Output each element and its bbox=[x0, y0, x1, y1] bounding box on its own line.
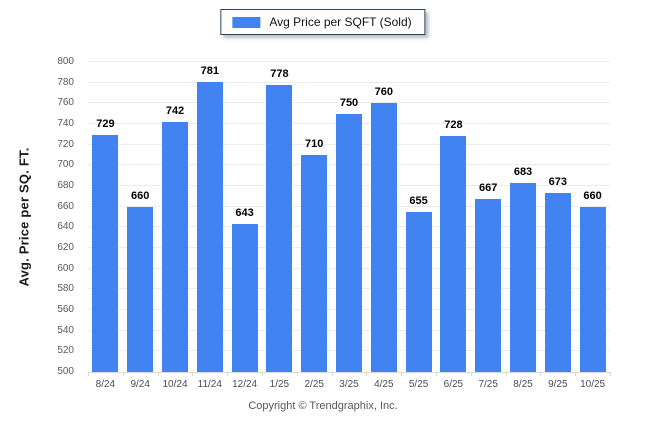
bar-value-label: 643 bbox=[235, 207, 254, 220]
gridline bbox=[88, 61, 610, 62]
y-tick-label: 640 bbox=[57, 221, 74, 233]
bar-value-label: 760 bbox=[374, 86, 393, 99]
bar-value-label: 667 bbox=[479, 182, 498, 195]
bar-2-25 bbox=[301, 155, 328, 372]
legend-swatch bbox=[232, 16, 261, 28]
y-tick-label: 520 bbox=[57, 345, 74, 357]
x-axis-tick bbox=[540, 372, 542, 376]
bar-value-label: 673 bbox=[548, 176, 567, 189]
y-tick-label: 740 bbox=[57, 118, 74, 129]
y-tick-label: 540 bbox=[57, 324, 74, 336]
bar-9-24 bbox=[127, 206, 154, 372]
x-axis-tick bbox=[88, 372, 89, 376]
x-axis-tick bbox=[296, 372, 298, 376]
x-axis-tick bbox=[331, 372, 333, 376]
legend: Avg Price per SQFT (Sold) bbox=[220, 9, 426, 35]
x-tick-label: 5/25 bbox=[408, 379, 429, 390]
x-axis-tick bbox=[505, 372, 507, 376]
bar-1-25 bbox=[266, 84, 293, 372]
y-tick-label: 620 bbox=[57, 242, 74, 253]
bar-7-25 bbox=[475, 199, 502, 372]
gridline bbox=[88, 102, 610, 104]
x-tick-label: 10/25 bbox=[580, 379, 606, 390]
y-tick-label: 760 bbox=[57, 97, 74, 109]
x-tick-label: 6/25 bbox=[443, 379, 464, 390]
bar-value-label: 781 bbox=[200, 64, 219, 77]
bar-value-label: 742 bbox=[165, 104, 185, 117]
x-tick-label: 9/25 bbox=[548, 379, 568, 390]
bar-10-24 bbox=[162, 121, 188, 372]
bar-11-24 bbox=[196, 81, 223, 372]
x-axis-tick bbox=[227, 372, 229, 376]
bar-6-25 bbox=[440, 136, 467, 372]
bar-value-label: 660 bbox=[583, 189, 602, 202]
bar-value-label: 710 bbox=[305, 138, 324, 150]
x-tick-label: 10/24 bbox=[162, 379, 188, 390]
bar-value-label: 729 bbox=[96, 118, 115, 131]
x-tick-label: 8/25 bbox=[513, 379, 533, 390]
x-tick-label: 1/25 bbox=[269, 379, 290, 390]
y-tick-label: 700 bbox=[57, 159, 74, 171]
y-axis-tick-labels: 500 520 540 560 580 600 620 640 660 680 700 720 740 7… bbox=[0, 57, 80, 377]
bar-value-label: 778 bbox=[270, 67, 289, 80]
bar-8-24 bbox=[92, 135, 119, 372]
bar-8-25 bbox=[510, 182, 536, 372]
x-tick-label: 3/25 bbox=[339, 379, 359, 390]
legend-label: Avg Price per SQFT (Sold) bbox=[269, 15, 412, 29]
x-axis-tick bbox=[157, 372, 159, 376]
x-axis-tick bbox=[610, 372, 611, 376]
x-tick-label: 9/24 bbox=[130, 379, 150, 390]
bar-12-24 bbox=[231, 224, 258, 372]
bar-value-label: 728 bbox=[444, 119, 463, 132]
y-tick-label: 560 bbox=[57, 304, 74, 315]
x-tick-label: 8/24 bbox=[95, 379, 116, 390]
y-tick-label: 600 bbox=[57, 262, 74, 274]
x-axis-tick bbox=[436, 372, 437, 376]
gridline bbox=[88, 81, 610, 83]
bar-5-25 bbox=[405, 211, 432, 372]
bar-4-25 bbox=[370, 103, 397, 372]
bar-9-25 bbox=[544, 193, 571, 372]
x-axis-tick bbox=[192, 372, 194, 376]
y-tick-label: 720 bbox=[57, 138, 74, 150]
y-tick-label: 580 bbox=[57, 283, 74, 295]
bar-3-25 bbox=[336, 113, 362, 372]
x-tick-label: 7/25 bbox=[478, 379, 498, 390]
x-axis-tick bbox=[575, 372, 577, 376]
bar-value-label: 660 bbox=[131, 189, 150, 202]
x-tick-label: 4/25 bbox=[374, 379, 394, 390]
x-axis-tick bbox=[401, 372, 403, 376]
bar-value-label: 655 bbox=[409, 194, 428, 207]
x-tick-label: 12/24 bbox=[232, 379, 258, 390]
plot-area: 729 8/24 660 9/24 742 10/24 781 11/24 643 12/24 77… bbox=[88, 61, 611, 390]
y-tick-label: 780 bbox=[57, 76, 74, 88]
y-tick-label: 500 bbox=[57, 366, 74, 377]
y-tick-label: 800 bbox=[57, 56, 74, 67]
x-axis-tick bbox=[470, 372, 472, 376]
x-axis-tick bbox=[262, 372, 263, 376]
y-tick-label: 680 bbox=[57, 180, 74, 191]
bar-value-label: 683 bbox=[513, 165, 533, 178]
x-tick-label: 11/24 bbox=[197, 379, 222, 390]
x-axis-tick bbox=[366, 372, 368, 376]
bar-10-25 bbox=[579, 206, 606, 372]
bar-value-label: 750 bbox=[339, 96, 359, 109]
x-axis-tick bbox=[122, 372, 124, 376]
x-tick-label: 2/25 bbox=[304, 379, 324, 390]
y-tick-label: 660 bbox=[57, 200, 74, 212]
copyright-text: Copyright © Trendgraphix, Inc. bbox=[248, 400, 398, 412]
